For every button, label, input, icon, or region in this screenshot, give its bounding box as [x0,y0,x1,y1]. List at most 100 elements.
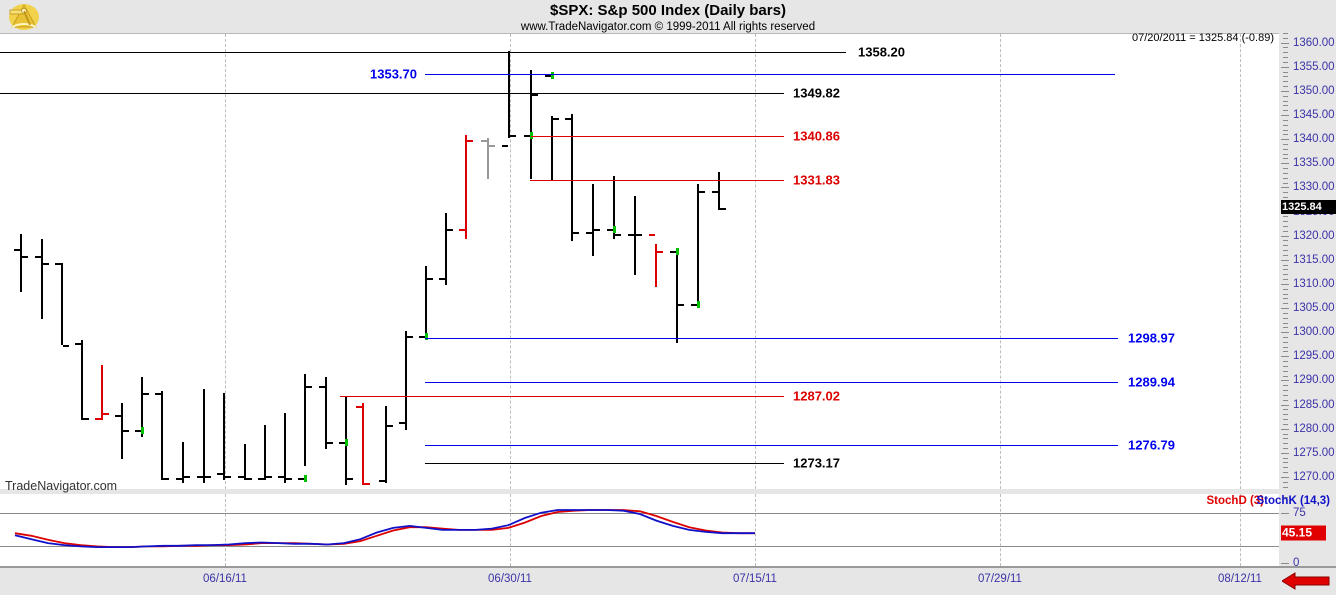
price-minor-tick [1283,486,1288,488]
price-level-line[interactable] [425,381,1118,383]
price-tick-label: 1320.00 [1293,229,1335,242]
price-tick-mark [1281,476,1289,478]
ohlc-bar [385,405,387,483]
open-marker-icon [613,226,616,234]
price-minor-tick [1283,177,1288,179]
price-minor-tick [1283,71,1288,73]
ohlc-bar [101,364,103,421]
price-minor-tick [1283,100,1288,102]
stoch-gridline [0,546,1279,548]
ohlc-close-tick [22,255,28,258]
ohlc-close-tick [43,263,49,266]
ohlc-close-tick [266,475,272,478]
ohlc-open-tick [545,75,551,78]
price-minor-tick [1283,298,1288,300]
ohlc-bar [61,263,63,346]
price-minor-tick [1283,230,1288,232]
price-level-label: 1353.70 [370,66,417,82]
price-level-line[interactable] [425,338,1118,340]
stoch-current-badge: 45.15 [1281,525,1326,541]
date-axis [0,568,1336,594]
price-level-line[interactable] [0,52,846,54]
ohlc-bar [161,391,163,481]
ohlc-open-tick [459,229,465,232]
price-tick-label: 1295.00 [1293,350,1335,363]
vertical-gridline [510,34,511,489]
price-minor-tick [1283,250,1288,252]
date-tick-label: 06/30/11 [488,573,532,585]
price-minor-tick [1283,47,1288,49]
price-minor-tick [1283,409,1288,411]
ohlc-bar [487,137,489,179]
ohlc-bar [613,176,615,240]
price-minor-tick [1283,216,1288,218]
ohlc-bar [655,243,657,288]
ohlc-open-tick [155,393,161,396]
price-minor-tick [1283,153,1288,155]
ohlc-bar [81,340,83,421]
price-minor-tick [1283,433,1288,435]
price-level-label: 1340.86 [793,128,840,144]
price-minor-tick [1283,312,1288,314]
price-tick-label: 1340.00 [1293,133,1335,146]
ohlc-close-tick [246,477,252,480]
legend-stochk: StochK (14,3) [1256,495,1331,507]
price-level-label: 1289.94 [1128,374,1175,390]
vertical-gridline [1240,494,1241,566]
ohlc-close-tick [636,234,642,237]
axis-divider [0,566,1336,568]
price-level-label: 1331.83 [793,172,840,188]
price-tick-mark [1281,163,1289,165]
price-minor-tick [1283,221,1288,223]
price-level-line[interactable] [425,462,784,464]
price-level-line[interactable] [425,74,1115,76]
ohlc-bar [571,113,573,242]
legend-stochd: StochD (3) [1206,495,1265,507]
price-chart-pane[interactable]: 1358.20 1353.70 1349.82 1340.86 1331.83 1298.… [0,33,1279,489]
price-minor-tick [1283,375,1288,377]
price-level-label: 1349.82 [793,85,840,101]
price-level-line[interactable] [425,445,1118,447]
price-minor-tick [1283,467,1288,469]
ohlc-open-tick [607,229,613,232]
price-minor-tick [1283,346,1288,348]
ohlc-bar [405,330,407,430]
price-tick-label: 1280.00 [1293,422,1335,435]
price-minor-tick [1283,443,1288,445]
ohlc-bar [634,195,636,276]
ohlc-bar [264,424,266,481]
stochastic-pane[interactable] [0,494,1279,566]
ohlc-bar [223,393,225,481]
ohlc-open-tick [649,234,655,237]
ohlc-close-tick [83,417,89,420]
ohlc-close-tick [364,482,370,485]
open-marker-icon [697,301,700,309]
ohlc-bar [141,376,143,437]
price-tick-mark [1281,66,1289,68]
price-tick-mark [1281,404,1289,406]
price-minor-tick [1283,472,1288,474]
ohlc-open-tick [176,477,182,480]
ohlc-bar [325,376,327,449]
open-marker-icon [345,438,348,446]
price-minor-tick [1283,481,1288,483]
price-minor-tick [1283,447,1288,449]
price-level-line[interactable] [0,92,784,94]
price-minor-tick [1283,182,1288,184]
date-tick-label: 08/12/11 [1218,573,1262,585]
open-marker-icon [530,132,533,140]
ohlc-bar [508,50,510,138]
price-minor-tick [1283,351,1288,353]
scroll-right-arrow-icon[interactable] [1281,572,1330,595]
price-level-line[interactable] [340,395,784,397]
price-axis[interactable]: 1360.00 1355.00 1350.00 1345.00 1340.00 1335.… [1279,33,1336,489]
price-level-line[interactable] [530,179,784,181]
ohlc-open-tick [524,135,530,138]
price-level-line[interactable] [531,136,784,137]
price-tick-mark [1281,42,1289,44]
ohlc-close-tick [163,477,169,480]
ohlc-close-tick [407,335,413,338]
price-tick-label: 1310.00 [1293,277,1335,290]
date-tick-label: 07/29/11 [978,573,1022,585]
ohlc-bar [425,265,427,341]
